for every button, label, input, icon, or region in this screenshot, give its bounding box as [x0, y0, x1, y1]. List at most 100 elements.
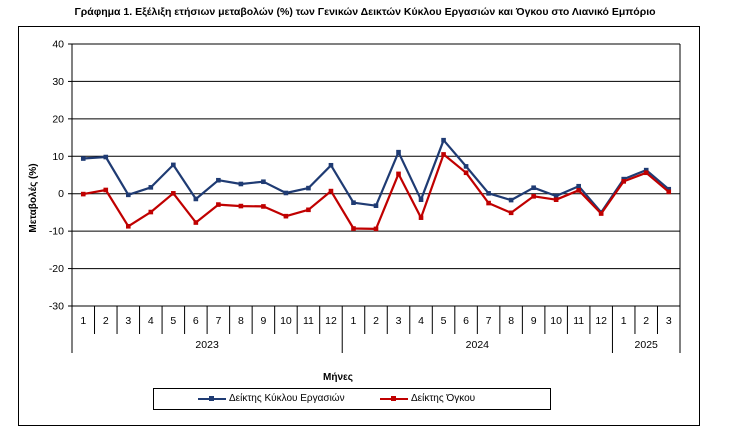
data-point — [103, 187, 109, 193]
x-tick-label: 9 — [531, 315, 537, 327]
x-tick-label: 6 — [463, 315, 469, 327]
legend-item-turnover: Δείκτης Κύκλου Εργασιών — [198, 393, 345, 404]
data-point — [666, 189, 672, 195]
data-point — [238, 181, 244, 187]
data-point — [441, 137, 446, 143]
data-point — [103, 154, 109, 160]
x-tick-label: 2 — [103, 315, 109, 327]
x-tick-label: 9 — [260, 315, 266, 327]
x-tick-label: 5 — [441, 315, 447, 327]
data-point — [666, 186, 672, 192]
x-tick-label: 3 — [125, 315, 131, 327]
legend-item-volume: Δείκτης Όγκου — [380, 393, 475, 404]
data-point — [125, 192, 131, 198]
data-point — [148, 185, 154, 190]
x-tick-label: 11 — [573, 315, 584, 327]
data-point — [418, 197, 424, 203]
chart-frame — [18, 26, 700, 426]
series-lines — [80, 137, 672, 232]
data-point — [283, 190, 289, 196]
data-point — [148, 209, 154, 215]
data-point — [216, 177, 221, 183]
y-tick-label: -20 — [49, 263, 64, 275]
y-tick-label: -10 — [49, 226, 64, 238]
data-point — [598, 211, 604, 216]
legend: Δείκτης Κύκλου Εργασιών Δείκτης Όγκου — [153, 388, 551, 410]
data-point — [531, 194, 536, 199]
legend-label-turnover: Δείκτης Κύκλου Εργασιών — [229, 393, 345, 404]
chart-title: Γράφημα 1. Εξέλιξη ετήσιων μεταβολών (%)… — [74, 6, 656, 18]
data-point — [463, 164, 469, 169]
y-tick-label: 0 — [58, 188, 64, 200]
x-tick-label: 1 — [80, 315, 86, 327]
data-point — [643, 170, 649, 176]
data-point — [328, 188, 334, 194]
data-point — [171, 191, 176, 196]
y-tick-label: 10 — [52, 151, 64, 163]
data-point — [643, 167, 649, 173]
x-tick-label: 6 — [193, 315, 199, 327]
y-tick-label: -30 — [49, 301, 64, 313]
x-tick-label: 11 — [303, 315, 314, 327]
x-tick-label: 12 — [325, 315, 337, 327]
data-point — [351, 200, 356, 205]
series-0 — [80, 137, 672, 215]
series-1 — [80, 152, 672, 232]
data-point — [238, 203, 244, 209]
data-point — [418, 215, 424, 220]
x-tick-label: 3 — [396, 315, 402, 327]
y-axis-label: Μεταβολές (%) — [28, 163, 39, 232]
x-tick-label: 1 — [351, 315, 357, 327]
x-tick-label: 7 — [215, 315, 221, 327]
data-point — [80, 156, 86, 161]
data-point — [261, 204, 266, 209]
data-point — [508, 210, 514, 216]
y-tick-label: 40 — [52, 39, 64, 51]
data-point — [171, 162, 176, 168]
data-point — [441, 152, 446, 157]
data-point — [261, 179, 266, 185]
x-axis-label: Μήνες — [323, 372, 353, 383]
year-labels: 2023 2024 2025 — [195, 339, 658, 351]
x-tick-label: 7 — [486, 315, 492, 327]
data-point — [576, 188, 581, 193]
x-tick-label: 2 — [643, 315, 649, 327]
data-point — [351, 226, 356, 231]
x-tick-label: 2 — [373, 315, 379, 327]
x-tick-label: 10 — [280, 315, 292, 327]
x-tick-label: 5 — [170, 315, 176, 327]
x-tick-label: 10 — [550, 315, 562, 327]
data-point — [508, 197, 514, 203]
data-point — [576, 183, 581, 189]
x-tick-label: 3 — [666, 315, 672, 327]
data-point — [486, 200, 491, 206]
data-point — [328, 162, 334, 168]
legend-swatch-volume — [380, 395, 408, 401]
data-point — [283, 213, 289, 219]
data-point — [193, 196, 199, 202]
data-point — [193, 220, 199, 225]
y-tick-labels: -30 -20 -10 0 10 20 30 40 — [49, 39, 64, 313]
x-tick-label: 1 — [621, 315, 627, 327]
data-point — [463, 170, 469, 176]
data-point — [396, 149, 401, 155]
year-label: 2023 — [195, 339, 219, 351]
legend-swatch-turnover — [198, 395, 226, 401]
data-point — [80, 191, 86, 197]
data-point — [486, 191, 491, 196]
data-point — [373, 203, 379, 208]
y-tick-label: 20 — [52, 113, 64, 125]
data-point — [531, 185, 536, 191]
year-label: 2024 — [466, 339, 490, 351]
x-tick-label: 8 — [508, 315, 514, 327]
data-point — [306, 185, 311, 191]
x-tick-label: 4 — [148, 315, 154, 327]
data-point — [306, 207, 311, 213]
x-tick-label: 4 — [418, 315, 424, 327]
x-tick-label: 8 — [238, 315, 244, 327]
series-line-0 — [83, 139, 670, 214]
data-point — [621, 179, 627, 184]
data-point — [125, 223, 131, 229]
data-point — [373, 226, 379, 232]
